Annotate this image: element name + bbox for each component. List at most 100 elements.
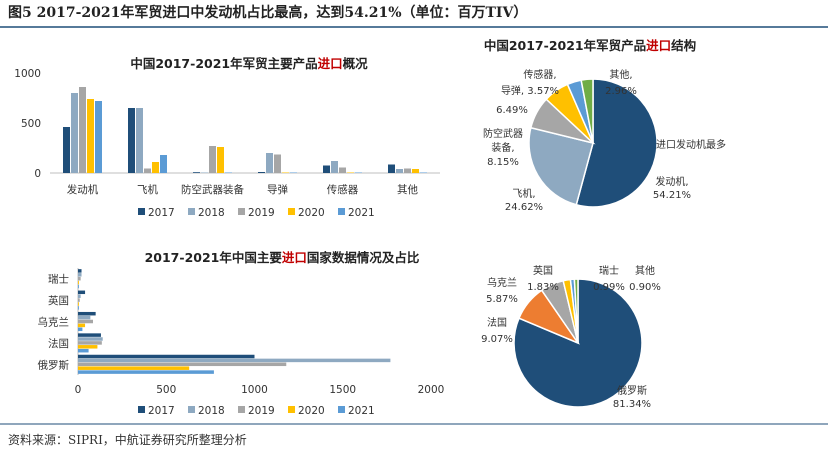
hbar-2019-1 bbox=[78, 276, 81, 281]
bar-2020-5 bbox=[347, 172, 354, 173]
hbar-2020-2 bbox=[78, 302, 79, 306]
hbar-2018-2 bbox=[78, 294, 81, 298]
hbar-2019-2 bbox=[78, 298, 80, 302]
y-tick-label: 乌克兰 bbox=[38, 316, 70, 329]
pie-2-labels: 俄罗斯 81.34% 法国 9.07% 乌克兰 5.87% 英国 1.83% 瑞士 0.9… bbox=[481, 264, 661, 410]
legend-label-2017: 2017 bbox=[148, 207, 175, 219]
legend-swatch-2019 bbox=[238, 406, 245, 413]
bar-chart-engines: 0 500 1000 发动机 飞机 防空武器装备 导弹 传感器 其他 2017 2018 2019 20… bbox=[14, 68, 440, 219]
x-tick-label: 1000 bbox=[241, 384, 268, 396]
bar-2021-3 bbox=[225, 172, 232, 173]
y-tick-label: 法国 bbox=[48, 337, 69, 350]
bar-2019-4 bbox=[274, 154, 281, 173]
hbar-2017-5 bbox=[78, 354, 255, 359]
pie-slice-6 bbox=[573, 278, 579, 344]
x-tick-label: 1500 bbox=[329, 384, 356, 396]
bar-2017-1 bbox=[63, 127, 70, 173]
pie-label-ukraine: 乌克兰 5.87% bbox=[486, 276, 518, 305]
pie-label-russia: 俄罗斯 81.34% bbox=[613, 384, 651, 410]
pie-slice-1 bbox=[575, 78, 658, 208]
bar-2021-1 bbox=[95, 101, 102, 173]
bar-2021-2 bbox=[160, 155, 167, 173]
pie-1-labels: 发动机, 54.21% 飞机, 24.62% 防空武器装备, 8.15% 传感器,导弹… bbox=[483, 68, 726, 213]
hbar-2021-5 bbox=[78, 370, 214, 374]
legend-label-2021: 2021 bbox=[348, 207, 375, 219]
bar-2020-1 bbox=[87, 99, 94, 173]
x-tick-label: 2000 bbox=[418, 384, 445, 396]
bar-2017-4 bbox=[258, 172, 265, 173]
bar-2017-6 bbox=[388, 164, 395, 173]
x-tick-label: 防空武器装备 bbox=[181, 183, 244, 196]
hbar-2017-1 bbox=[78, 269, 82, 273]
hbar-2020-1 bbox=[78, 280, 79, 285]
bar-2019-1 bbox=[79, 87, 86, 173]
legend-label-2018: 2018 bbox=[198, 207, 225, 219]
pie-label-swiss: 瑞士 0.99% bbox=[593, 264, 625, 293]
pie-chart-countries bbox=[513, 278, 643, 408]
hbar-2021-4 bbox=[78, 348, 89, 353]
bar-2018-6 bbox=[396, 169, 403, 173]
legend-swatch-2018 bbox=[188, 208, 195, 215]
hbar-2018-5 bbox=[78, 358, 391, 363]
bar-2017-2 bbox=[128, 108, 135, 173]
bar-2020-4 bbox=[282, 172, 289, 173]
hbar-2018-1 bbox=[78, 273, 82, 277]
legend-label-2019: 2019 bbox=[248, 405, 275, 417]
y-tick-label: 1000 bbox=[14, 68, 41, 80]
bar-2017-3 bbox=[193, 172, 200, 173]
x-tick-label: 传感器 bbox=[327, 183, 359, 196]
pie-slice-6 bbox=[580, 78, 594, 144]
hbar-2018-3 bbox=[78, 315, 91, 320]
bar-2019-2 bbox=[144, 168, 151, 173]
y-tick-label: 500 bbox=[21, 118, 41, 130]
hbar-2021-2 bbox=[78, 306, 79, 310]
hbar-2020-3 bbox=[78, 323, 86, 328]
bar-2017-5 bbox=[323, 165, 330, 173]
hbar-2017-2 bbox=[78, 290, 86, 295]
y-tick-label: 瑞士 bbox=[48, 273, 69, 286]
x-tick-label: 0 bbox=[75, 384, 82, 396]
x-tick-label: 飞机 bbox=[137, 183, 158, 196]
legend-swatch-2017 bbox=[138, 208, 145, 215]
legend-swatch-2020 bbox=[288, 208, 295, 215]
legend-label-2020: 2020 bbox=[298, 207, 325, 219]
pie-label-aircraft: 飞机, 24.62% bbox=[505, 187, 543, 213]
legend-swatch-2017 bbox=[138, 406, 145, 413]
bar-2020-6 bbox=[412, 169, 419, 173]
bar-2019-6 bbox=[404, 168, 411, 173]
bar-2018-2 bbox=[136, 108, 143, 173]
pie-label-sensor-missile: 传感器,导弹, 3.57% bbox=[501, 68, 559, 97]
legend-label-2017: 2017 bbox=[148, 405, 175, 417]
hbar-2021-3 bbox=[78, 327, 83, 332]
pie-label-engine: 发动机, 54.21% bbox=[653, 175, 691, 201]
bar-2021-5 bbox=[355, 172, 362, 173]
hbar-2019-5 bbox=[78, 362, 287, 367]
pie-slice-2 bbox=[528, 126, 594, 206]
pie-label-other: 其他, 2.96% bbox=[605, 68, 637, 97]
pie-chart-products bbox=[528, 78, 658, 208]
legend-swatch-2020 bbox=[288, 406, 295, 413]
y-tick-label: 俄罗斯 bbox=[38, 358, 70, 371]
x-tick-label: 其他 bbox=[397, 183, 418, 196]
hbar-2019-3 bbox=[78, 319, 94, 324]
bar-2018-3 bbox=[201, 172, 208, 173]
x-tick-label: 500 bbox=[156, 384, 176, 396]
source-note: 资料来源：SIPRI，中航证券研究所整理分析 bbox=[8, 432, 247, 447]
hbar-2017-4 bbox=[78, 333, 101, 337]
bar-2021-4 bbox=[290, 172, 297, 173]
legend-label-2019: 2019 bbox=[248, 207, 275, 219]
pie-slice-1 bbox=[513, 278, 643, 408]
legend-swatch-2021 bbox=[338, 208, 345, 215]
bar-2020-2 bbox=[152, 162, 159, 173]
pie-annotation: 进口发动机最多 bbox=[656, 138, 726, 151]
bar-2019-3 bbox=[209, 146, 216, 173]
bar-chart-2-title: 2017-2021年中国主要进口国家数据情况及占比 bbox=[145, 250, 420, 265]
legend-swatch-2019 bbox=[238, 208, 245, 215]
legend-label-2018: 2018 bbox=[198, 405, 225, 417]
hbar-2020-4 bbox=[78, 345, 98, 349]
bar-2018-1 bbox=[71, 93, 78, 173]
legend-label-2020: 2020 bbox=[298, 405, 325, 417]
legend-label-2021: 2021 bbox=[348, 405, 375, 417]
bar-chart-1-title: 中国2017-2021年军贸主要产品进口概况 bbox=[130, 56, 368, 71]
